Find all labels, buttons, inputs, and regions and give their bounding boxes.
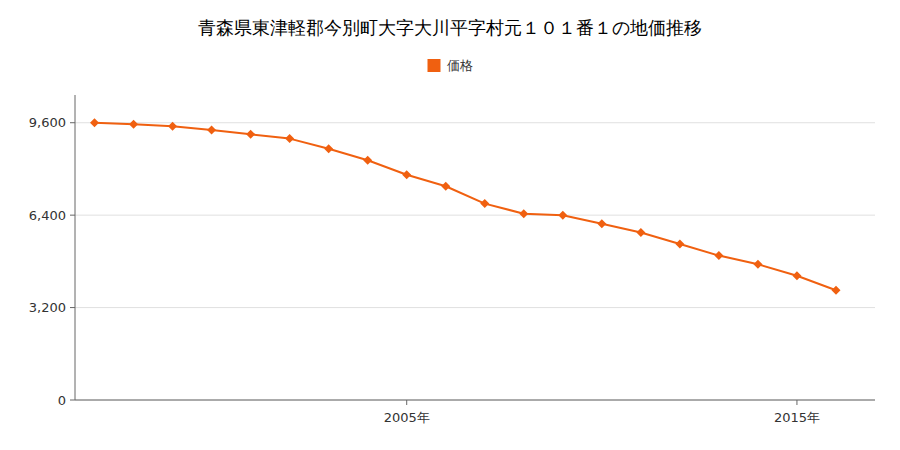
tick-mark [70, 400, 75, 401]
marker [363, 156, 372, 165]
legend-swatch [428, 59, 441, 72]
line [95, 123, 836, 291]
marker [519, 209, 528, 218]
tick-label: 0 [58, 393, 66, 408]
tick-label: 6,400 [29, 208, 66, 223]
tick-mark [70, 307, 75, 308]
tick-mark [796, 400, 797, 405]
marker [129, 120, 138, 129]
grid-line [75, 215, 875, 216]
tick-label: 3,200 [29, 300, 66, 315]
tick-mark [406, 400, 407, 405]
plot-area [90, 118, 840, 295]
legend: 価格 [428, 58, 473, 73]
marker [675, 240, 684, 249]
tick-label: 9,600 [29, 115, 66, 130]
tick-label: 2005年 [384, 410, 430, 425]
marker [831, 286, 840, 295]
grid-line [75, 122, 875, 123]
tick-mark [70, 122, 75, 123]
marker [558, 211, 567, 220]
marker [246, 130, 255, 139]
tick-label: 2015年 [774, 410, 820, 425]
marker [714, 251, 723, 260]
marker [207, 125, 216, 134]
marker [90, 118, 99, 127]
chart-container: 青森県東津軽郡今別町大字大川平字村元１０１番１の地価推移 0 3,200 6,400 9… [0, 0, 900, 450]
marker [402, 170, 411, 179]
marker [597, 219, 606, 228]
y-axis-line [75, 95, 76, 400]
marker [285, 134, 294, 143]
chart: 青森県東津軽郡今別町大字大川平字村元１０１番１の地価推移 0 3,200 6,400 9… [0, 0, 900, 450]
marker [480, 199, 489, 208]
x-axis-line [75, 400, 875, 401]
title: 青森県東津軽郡今別町大字大川平字村元１０１番１の地価推移 [198, 17, 702, 38]
legend-label: 価格 [447, 58, 473, 73]
grid-line [75, 400, 875, 401]
marker [792, 271, 801, 280]
grid-line [75, 307, 875, 308]
marker [168, 122, 177, 131]
marker [324, 144, 333, 153]
marker [441, 182, 450, 191]
marker [753, 260, 762, 269]
tick-mark [70, 215, 75, 216]
marker [636, 228, 645, 237]
